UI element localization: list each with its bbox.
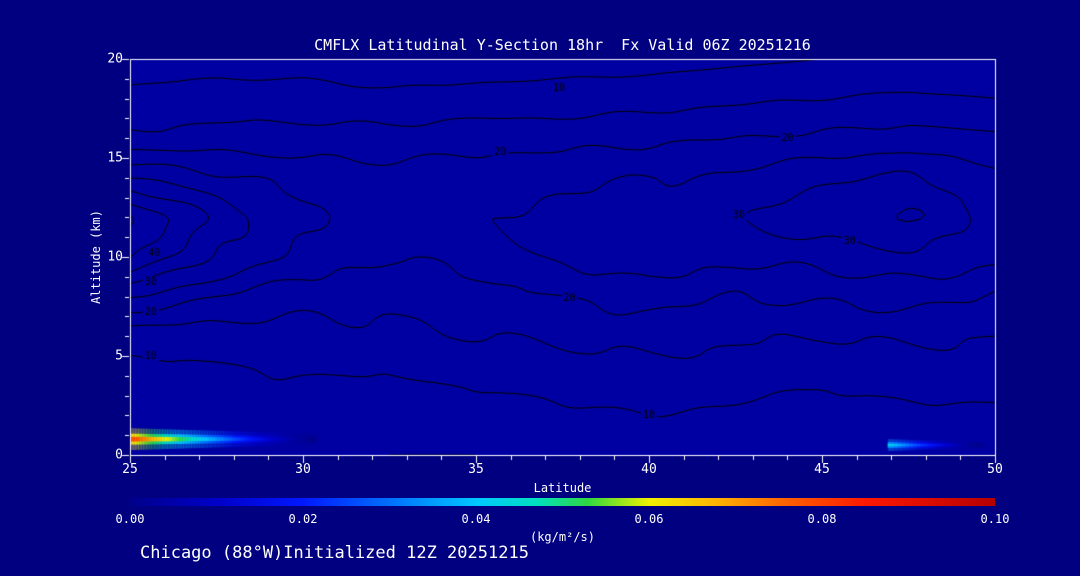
- footer-text: Chicago (88°W)Initialized 12Z 20251215: [140, 543, 529, 563]
- x-tick-label: 50: [987, 462, 1003, 477]
- y-tick-label: 10: [107, 249, 123, 265]
- colorbar-tick-label: 0.00: [115, 512, 145, 526]
- y-tick-label: 15: [107, 150, 123, 166]
- x-tick-label: 30: [295, 462, 311, 477]
- y-axis-label: Altitude (km): [89, 210, 103, 304]
- colorbar-tick-label: 0.06: [634, 512, 664, 526]
- colorbar-tick-label: 0.08: [807, 512, 837, 526]
- y-tick-label: 0: [115, 447, 123, 463]
- colorbar-tick-label: 0.02: [288, 512, 318, 526]
- chart-title: CMFLX Latitudinal Y-Section 18hr Fx Vali…: [314, 36, 811, 54]
- x-tick-label: 40: [641, 462, 657, 477]
- x-tick-label: 25: [122, 462, 138, 477]
- colorbar-tick-label: 0.04: [461, 512, 491, 526]
- x-tick-label: 45: [814, 462, 830, 477]
- x-tick-label: 35: [468, 462, 484, 477]
- x-axis-label: Latitude: [533, 481, 592, 495]
- colorbar-tick-label: 0.10: [980, 512, 1010, 526]
- colorbar-units: (kg/m²/s): [529, 530, 596, 544]
- y-tick-label: 5: [115, 348, 123, 364]
- y-tick-label: 20: [107, 51, 123, 67]
- colorbar: [130, 498, 995, 506]
